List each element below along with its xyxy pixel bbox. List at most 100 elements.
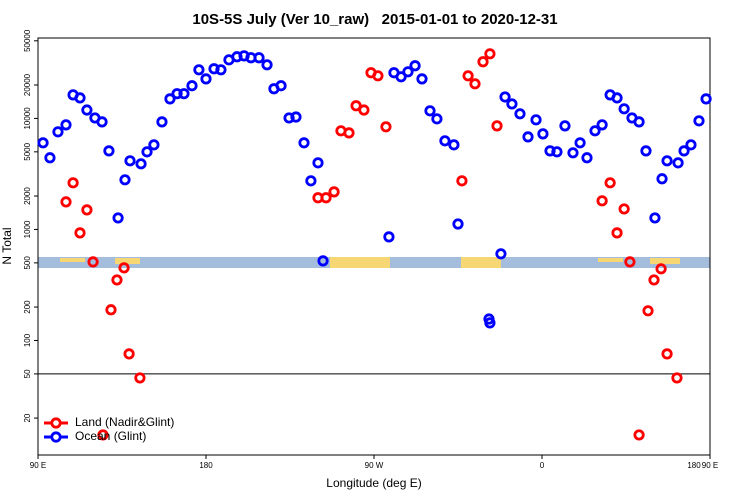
map-land <box>115 258 140 264</box>
point <box>431 113 443 125</box>
map-land <box>60 258 85 262</box>
point <box>506 98 518 110</box>
point <box>350 100 362 112</box>
point <box>484 48 496 60</box>
point <box>685 139 697 151</box>
x-tick-label: 90 E <box>702 461 718 470</box>
point <box>439 135 451 147</box>
point <box>633 116 645 128</box>
point <box>581 152 593 164</box>
point <box>141 146 153 158</box>
point <box>700 93 712 105</box>
point <box>105 304 117 316</box>
point <box>290 111 302 123</box>
point <box>96 116 108 128</box>
point <box>499 91 511 103</box>
point <box>87 256 99 268</box>
point <box>148 139 160 151</box>
point <box>424 105 436 117</box>
point <box>156 116 168 128</box>
point <box>514 108 526 120</box>
x-tick-label: 90 W <box>365 461 384 470</box>
x-axis-label: Longitude (deg E) <box>326 476 421 490</box>
point <box>693 115 705 127</box>
point <box>171 88 183 100</box>
point <box>661 348 673 360</box>
point <box>589 125 601 137</box>
point <box>305 175 317 187</box>
point <box>484 317 496 329</box>
point <box>52 126 64 138</box>
y-tick-label: 2000 <box>23 187 32 205</box>
point <box>522 131 534 143</box>
map-land <box>330 257 390 268</box>
point <box>469 78 481 90</box>
point <box>395 71 407 83</box>
map-strip <box>38 257 710 268</box>
legend-label: Land (Nadir&Glint) <box>75 415 174 429</box>
point <box>477 56 489 68</box>
point <box>343 127 355 139</box>
point <box>81 104 93 116</box>
point <box>611 227 623 239</box>
point <box>60 196 72 208</box>
point <box>298 137 310 149</box>
y-tick-label: 10000 <box>23 107 32 130</box>
point <box>67 177 79 189</box>
point <box>328 186 340 198</box>
point <box>178 88 190 100</box>
point <box>123 348 135 360</box>
point <box>402 66 414 78</box>
x-tick-label: 180 <box>199 461 213 470</box>
point <box>253 52 265 64</box>
legend-marker <box>50 431 62 443</box>
point <box>537 128 549 140</box>
point <box>633 429 645 441</box>
point <box>37 137 49 149</box>
point <box>671 372 683 384</box>
point <box>611 92 623 104</box>
point <box>672 157 684 169</box>
point <box>642 305 654 317</box>
y-tick-label: 200 <box>23 300 32 314</box>
map-land <box>598 258 623 262</box>
point <box>164 93 176 105</box>
point <box>200 73 212 85</box>
point <box>103 145 115 157</box>
point <box>409 60 421 72</box>
point <box>551 146 563 158</box>
legend-marker <box>50 417 62 429</box>
point <box>261 59 273 71</box>
point <box>118 262 130 274</box>
y-tick-label: 100 <box>23 333 32 347</box>
point <box>358 104 370 116</box>
point <box>215 64 227 76</box>
point <box>44 152 56 164</box>
point <box>193 64 205 76</box>
y-axis-label: N Total <box>0 227 14 264</box>
point <box>624 256 636 268</box>
point <box>448 139 460 151</box>
point <box>380 121 392 133</box>
y-tick-label: 20 <box>23 413 32 422</box>
point <box>596 119 608 131</box>
x-tick-label: 90 E <box>30 461 46 470</box>
point <box>462 70 474 82</box>
map-land <box>461 257 501 268</box>
point <box>74 227 86 239</box>
point <box>275 80 287 92</box>
y-tick-label: 50 <box>23 369 32 378</box>
point <box>574 137 586 149</box>
point <box>596 195 608 207</box>
point <box>112 212 124 224</box>
point <box>559 120 571 132</box>
x-tick-label: 0 <box>540 461 545 470</box>
point <box>655 263 667 275</box>
point <box>97 429 109 441</box>
x-tick-label: 180 <box>687 461 701 470</box>
point <box>456 175 468 187</box>
point <box>186 80 198 92</box>
y-tick-label: 20000 <box>23 73 32 96</box>
